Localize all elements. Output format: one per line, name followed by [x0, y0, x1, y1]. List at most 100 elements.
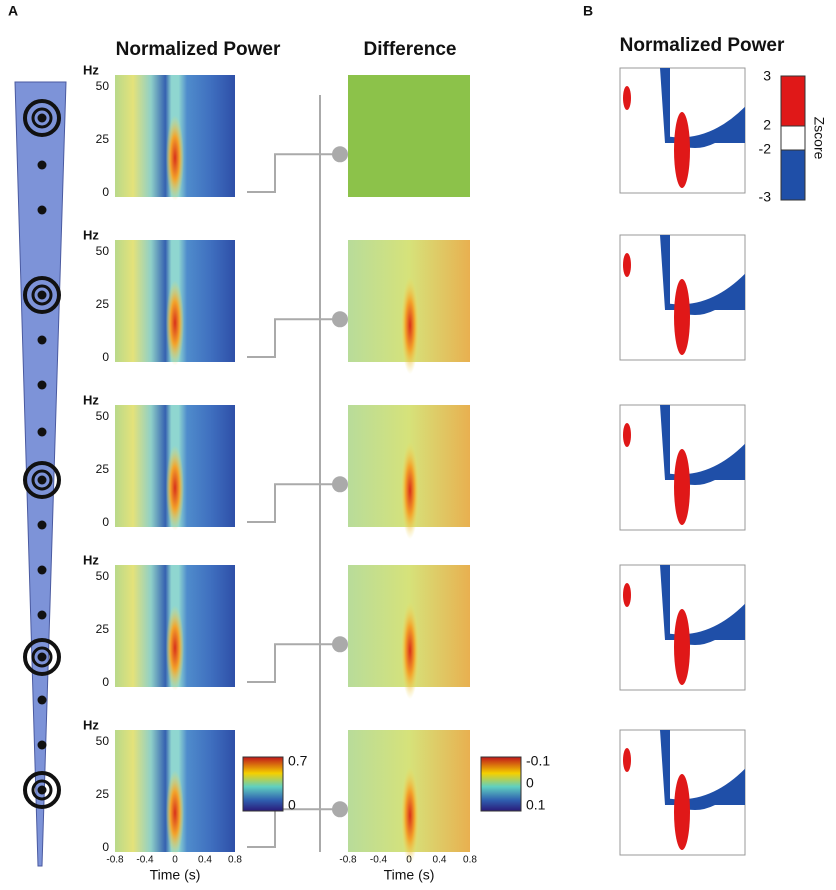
connector-dot — [332, 801, 348, 818]
zmap-blue — [660, 405, 745, 485]
heatmap-streak — [166, 115, 184, 201]
zmap-red — [623, 748, 631, 772]
heatmap — [348, 75, 470, 197]
contact — [37, 205, 47, 215]
zmap-red — [674, 449, 690, 525]
x-tick-label: 0.4 — [433, 855, 447, 866]
colorbar-label: 0.7 — [288, 753, 308, 769]
contact — [37, 380, 47, 390]
contact — [37, 565, 47, 575]
y-tick-label: 50 — [96, 79, 110, 93]
heatmap-streak — [166, 605, 184, 691]
axis-unit: Hz — [83, 717, 99, 732]
y-tick-label: 25 — [96, 297, 110, 311]
axis-unit: Hz — [83, 552, 99, 567]
y-tick-label: 0 — [102, 675, 109, 689]
connector-dot — [332, 476, 348, 493]
x-axis-label: Time (s) — [150, 867, 201, 883]
connector — [247, 643, 320, 683]
y-tick-label: 50 — [96, 734, 110, 748]
contact — [37, 160, 47, 170]
x-tick-label: -0.4 — [136, 855, 154, 866]
connector — [247, 153, 320, 193]
contact — [37, 785, 47, 795]
colorbar-segment — [780, 125, 806, 151]
connector-dot — [332, 146, 348, 163]
ring — [23, 276, 61, 314]
heatmap-streak — [401, 601, 419, 700]
connectors — [247, 95, 348, 852]
heatmap-streak — [401, 276, 419, 375]
heatmap-streak — [401, 766, 419, 865]
colorbar-segment — [780, 75, 806, 127]
zmap-red — [623, 86, 631, 110]
colorbar-label: -2 — [759, 141, 772, 157]
zmap-red — [623, 253, 631, 277]
y-tick-label: 25 — [96, 622, 110, 636]
x-tick-label: -0.8 — [106, 855, 124, 866]
y-tick-label: 25 — [96, 787, 110, 801]
y-tick-label: 25 — [96, 462, 110, 476]
contact — [37, 475, 47, 485]
zmap-blue — [660, 68, 745, 148]
probe-contacts — [23, 99, 61, 809]
contact — [37, 427, 47, 437]
axis-unit: Hz — [83, 227, 99, 242]
connector — [247, 483, 320, 523]
probe — [14, 81, 67, 867]
y-tick-label: 50 — [96, 569, 110, 583]
colorbar-segment — [780, 149, 806, 201]
zmap-blue — [660, 730, 745, 810]
x-tick-label: 0 — [406, 855, 412, 866]
ring — [23, 99, 61, 137]
contact — [37, 113, 47, 123]
y-tick-label: 0 — [102, 515, 109, 529]
contact — [37, 695, 47, 705]
zmap-red — [623, 583, 631, 607]
heatmap-streak — [401, 441, 419, 540]
zmap-red — [623, 423, 631, 447]
contact — [37, 520, 47, 530]
x-tick-label: -0.8 — [339, 855, 357, 866]
colorbar-label: 2 — [763, 117, 771, 133]
contact — [37, 740, 47, 750]
y-tick-label: 0 — [102, 185, 109, 199]
connector — [247, 808, 320, 848]
colorbar-label: 0 — [288, 797, 296, 813]
x-tick-label: 0.8 — [228, 855, 242, 866]
x-tick-label: -0.4 — [370, 855, 388, 866]
x-tick-label: 0.8 — [463, 855, 477, 866]
y-tick-label: 0 — [102, 840, 109, 854]
title: Normalized Power — [620, 35, 785, 56]
x-axis-label: Time (s) — [384, 867, 435, 883]
ring — [31, 779, 53, 801]
title: Normalized Power — [116, 39, 281, 60]
ring — [31, 646, 53, 668]
x-tick-label: 0.4 — [198, 855, 212, 866]
zmap-red — [674, 609, 690, 685]
ring — [23, 638, 61, 676]
zmap-blue — [660, 235, 745, 315]
zmap-red — [674, 774, 690, 850]
axis-unit: Hz — [83, 392, 99, 407]
axis-unit: Hz — [83, 62, 99, 77]
zmap-red — [674, 112, 690, 188]
colorbar-label: -3 — [759, 189, 772, 205]
ring — [31, 284, 53, 306]
colorbar-label: -0.1 — [526, 753, 550, 769]
panel-label: A — [8, 3, 18, 19]
y-tick-label: 0 — [102, 350, 109, 364]
y-tick-label: 25 — [96, 132, 110, 146]
heatmap-streak — [166, 445, 184, 531]
contact — [37, 652, 47, 662]
ring — [31, 107, 53, 129]
zmap-blue — [660, 565, 745, 645]
heatmap-streak — [166, 770, 184, 856]
colorbar — [480, 756, 522, 812]
ring — [23, 461, 61, 499]
y-tick-label: 50 — [96, 244, 110, 258]
connector-dot — [332, 636, 348, 653]
heatmap-streak — [166, 280, 184, 366]
colorbar — [242, 756, 284, 812]
